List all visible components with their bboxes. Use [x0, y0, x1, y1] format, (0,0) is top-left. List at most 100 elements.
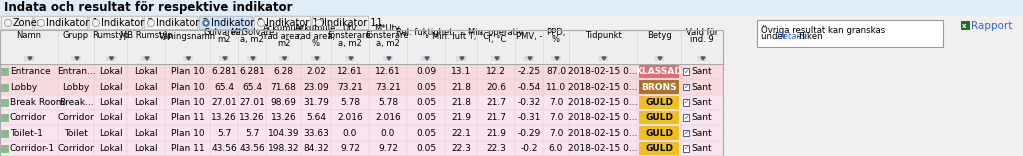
- Text: -0.29: -0.29: [518, 129, 540, 137]
- Bar: [24, 56, 34, 61]
- Text: 198.32: 198.32: [268, 144, 300, 153]
- Text: -0.2: -0.2: [521, 144, 538, 153]
- Text: -fliken: -fliken: [797, 32, 824, 41]
- Text: 27.01: 27.01: [211, 98, 237, 107]
- Text: 12.61: 12.61: [375, 67, 401, 76]
- Circle shape: [147, 20, 154, 26]
- FancyBboxPatch shape: [89, 16, 143, 30]
- Text: fönsterare: fönsterare: [328, 32, 371, 41]
- Text: KLASSAD: KLASSAD: [635, 67, 682, 76]
- Text: ✓: ✓: [683, 69, 690, 75]
- Text: ✓: ✓: [683, 130, 690, 136]
- Text: m2: m2: [217, 35, 231, 44]
- Bar: [1, 129, 8, 136]
- Text: 31.79: 31.79: [303, 98, 329, 107]
- Text: Lobby: Lobby: [10, 83, 37, 92]
- Polygon shape: [223, 57, 227, 60]
- Text: 5.7: 5.7: [244, 129, 259, 137]
- Text: GULD: GULD: [644, 113, 673, 122]
- Text: 23.09: 23.09: [303, 83, 328, 92]
- Polygon shape: [145, 57, 149, 60]
- Text: 21.9: 21.9: [486, 129, 506, 137]
- Text: Rel. fuktighet,: Rel. fuktighet,: [397, 28, 455, 37]
- Text: Sant: Sant: [691, 113, 712, 122]
- Polygon shape: [460, 57, 464, 60]
- Bar: [0, 110, 723, 125]
- Text: PPD,: PPD,: [546, 28, 566, 37]
- Bar: [639, 96, 679, 109]
- Text: 21.8: 21.8: [451, 98, 471, 107]
- Bar: [551, 56, 561, 61]
- Text: 0.05: 0.05: [416, 98, 436, 107]
- Text: GULD: GULD: [644, 129, 673, 137]
- Circle shape: [5, 20, 10, 25]
- Text: a, m2: a, m2: [339, 39, 362, 48]
- Text: Rapport: Rapport: [971, 21, 1013, 31]
- FancyBboxPatch shape: [34, 16, 88, 30]
- Text: 0.09: 0.09: [416, 67, 436, 76]
- FancyBboxPatch shape: [199, 16, 253, 30]
- Bar: [524, 56, 534, 61]
- Circle shape: [203, 20, 209, 26]
- Bar: [0, 141, 723, 156]
- Circle shape: [38, 20, 44, 26]
- Circle shape: [93, 20, 98, 25]
- Bar: [383, 56, 393, 61]
- Bar: [1, 68, 8, 75]
- Text: -2.25: -2.25: [518, 67, 540, 76]
- Polygon shape: [251, 57, 255, 60]
- Polygon shape: [555, 57, 559, 60]
- Text: 84.32: 84.32: [303, 144, 328, 153]
- Text: 73.21: 73.21: [338, 83, 363, 92]
- Text: Break...: Break...: [58, 98, 93, 107]
- Text: 13.1: 13.1: [451, 67, 471, 76]
- Text: Våningsnamn: Våningsnamn: [159, 31, 216, 41]
- Text: x: x: [962, 23, 967, 29]
- Text: 21.8: 21.8: [451, 83, 471, 92]
- Text: MB Rumstyp: MB Rumstyp: [120, 32, 172, 41]
- Text: ✓: ✓: [683, 99, 690, 105]
- Polygon shape: [109, 57, 114, 60]
- Bar: [421, 56, 431, 61]
- FancyBboxPatch shape: [682, 145, 690, 152]
- Text: ind. 9: ind. 9: [691, 35, 714, 44]
- Text: ✓: ✓: [683, 84, 690, 90]
- Text: -0.31: -0.31: [518, 113, 541, 122]
- Text: m2: m2: [277, 39, 291, 48]
- Text: 22.3: 22.3: [451, 144, 471, 153]
- Text: Indikator 11: Indikator 11: [324, 18, 383, 28]
- Text: T, °C: T, °C: [486, 35, 506, 44]
- Bar: [1, 83, 8, 90]
- Text: 5.78: 5.78: [377, 98, 398, 107]
- Text: 43.56: 43.56: [211, 144, 237, 153]
- Text: Indikator 10: Indikator 10: [266, 18, 324, 28]
- Bar: [456, 56, 466, 61]
- Text: 12.2: 12.2: [486, 67, 506, 76]
- Text: 98.69: 98.69: [270, 98, 297, 107]
- Circle shape: [39, 20, 44, 25]
- Text: 0.05: 0.05: [416, 83, 436, 92]
- Text: 33.63: 33.63: [303, 129, 329, 137]
- Polygon shape: [315, 57, 319, 60]
- Bar: [105, 56, 116, 61]
- Polygon shape: [658, 57, 662, 60]
- Text: Plan 10: Plan 10: [171, 83, 205, 92]
- Text: PMV, -: PMV, -: [516, 32, 542, 41]
- Circle shape: [259, 20, 264, 25]
- Text: Plan 10: Plan 10: [171, 67, 205, 76]
- Text: 6.281: 6.281: [211, 67, 237, 76]
- Polygon shape: [602, 57, 606, 60]
- Polygon shape: [425, 57, 429, 60]
- Text: 22.1: 22.1: [451, 129, 471, 137]
- Bar: [141, 56, 151, 61]
- Text: 0.0: 0.0: [343, 129, 357, 137]
- Text: %: %: [312, 39, 320, 48]
- Bar: [0, 30, 723, 156]
- Text: Toilet: Toilet: [64, 129, 88, 137]
- Text: Entran...: Entran...: [56, 67, 95, 76]
- Text: ✓: ✓: [683, 115, 690, 121]
- Text: Sant: Sant: [691, 67, 712, 76]
- Text: Lokal: Lokal: [134, 67, 158, 76]
- Text: Details: Details: [777, 32, 807, 41]
- Text: ✓: ✓: [683, 145, 690, 151]
